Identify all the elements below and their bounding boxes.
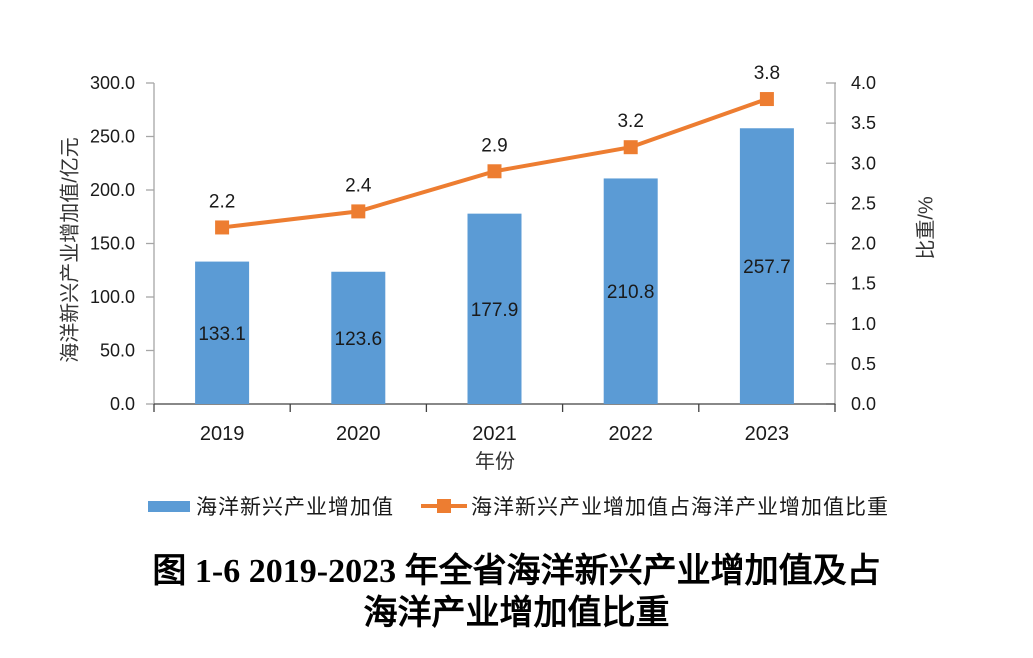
legend-label-line-series: 海洋新兴产业增加值占海洋产业增加值比重 xyxy=(471,496,889,519)
legend: 海洋新兴产业增加值 海洋新兴产业增加值占海洋产业增加值比重 xyxy=(0,493,1033,519)
bar-data-label: 210.8 xyxy=(607,282,655,303)
y-axis-right-tick-label: 0.5 xyxy=(851,354,876,374)
line-marker xyxy=(623,140,638,155)
line-marker xyxy=(487,164,502,179)
legend-item-line-series: 海洋新兴产业增加值占海洋产业增加值比重 xyxy=(421,493,889,519)
line-marker xyxy=(351,204,366,219)
line-data-label: 3.8 xyxy=(754,63,780,84)
bar-2019 xyxy=(195,261,250,404)
figure-caption: 图 1-6 2019-2023 年全省海洋新兴产业增加值及占 海洋产业增加值比重 xyxy=(0,551,1033,635)
y-axis-left-tick-label: 50.0 xyxy=(100,341,135,361)
bar-2022 xyxy=(603,178,658,404)
y-axis-left-tick-label: 150.0 xyxy=(90,234,135,254)
y-axis-right-tick-label: 2.5 xyxy=(851,193,876,213)
line-data-label: 2.4 xyxy=(345,175,372,196)
x-axis-category-label: 2023 xyxy=(745,423,790,445)
y-axis-left-tick-label: 0.0 xyxy=(110,394,135,414)
line-path xyxy=(221,97,768,230)
legend-item-bar-series: 海洋新兴产业增加值 xyxy=(148,493,394,519)
y-axis-right-tick-label: 3.5 xyxy=(851,113,876,133)
legend-label-bar-series: 海洋新兴产业增加值 xyxy=(196,496,394,519)
bar-2020 xyxy=(331,271,386,404)
combo-chart: 0.0 50.0 100.0 150.0 200.0 250.0 300.0 0.0 0.5 1.… xyxy=(90,63,876,445)
line-marker xyxy=(759,92,774,107)
bar-series-swatch-icon xyxy=(148,500,190,512)
y-axis-right-tick-label: 1.0 xyxy=(851,314,876,334)
figure-caption-line1: 图 1-6 2019-2023 年全省海洋新兴产业增加值及占 xyxy=(152,553,881,590)
line-marker xyxy=(215,220,230,235)
bar-data-label: 133.1 xyxy=(198,324,246,345)
x-axis-title: 年份 xyxy=(475,451,515,473)
y-axis-right-tick-label: 0.0 xyxy=(851,394,876,414)
x-axis-category-label: 2021 xyxy=(472,423,517,445)
y-axis-left-tick-label: 100.0 xyxy=(90,287,135,307)
line-series-marker-icon xyxy=(421,499,467,513)
y-axis-right-tick-label: 4.0 xyxy=(851,73,876,93)
bar-2021 xyxy=(467,213,522,404)
line-data-label: 2.9 xyxy=(481,135,507,156)
y-axis-left-tick-label: 250.0 xyxy=(90,127,135,147)
x-axis-category-label: 2019 xyxy=(200,423,245,445)
x-axis-category-label: 2020 xyxy=(336,423,381,445)
bar-data-label: 177.9 xyxy=(471,300,519,321)
y-axis-left-title: 海洋新兴产业增加值/亿元 xyxy=(59,137,82,363)
y-axis-left-tick-label: 300.0 xyxy=(90,73,135,93)
y-axis-right-title: 比重/% xyxy=(915,196,938,260)
line-data-label: 3.2 xyxy=(617,111,643,132)
bar-2023 xyxy=(739,128,794,405)
figure-caption-line2: 海洋产业增加值比重 xyxy=(363,595,670,632)
line-data-label: 2.2 xyxy=(209,191,235,212)
bar-data-label: 123.6 xyxy=(335,329,383,350)
y-axis-right-tick-label: 3.0 xyxy=(851,153,876,173)
y-axis-right-tick-label: 1.5 xyxy=(851,274,876,294)
bar-data-label: 257.7 xyxy=(743,257,791,278)
y-axis-right-tick-label: 2.0 xyxy=(851,234,876,254)
x-axis-category-label: 2022 xyxy=(608,423,653,445)
y-axis-left-tick-label: 200.0 xyxy=(90,180,135,200)
